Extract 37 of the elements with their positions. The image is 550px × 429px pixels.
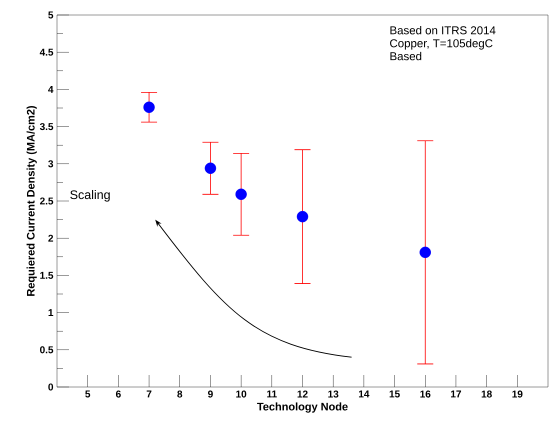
y-tick-label: 1.5 <box>40 272 54 279</box>
annotation: Scaling <box>70 190 110 202</box>
y-tick-label: 4 <box>48 86 54 93</box>
x-tick-label: 5 <box>85 390 90 398</box>
y-tick-label: 3.5 <box>40 123 54 130</box>
x-axis-title: Technology Node <box>257 402 348 413</box>
y-tick-label: 1 <box>48 309 54 316</box>
annotation: Based <box>390 52 422 60</box>
annotation: Copper, T=105degC <box>390 38 493 50</box>
x-tick-label: 12 <box>298 390 308 398</box>
x-tick-label: 19 <box>512 390 522 398</box>
y-tick-label: 4.5 <box>40 48 54 56</box>
x-tick-label: 8 <box>177 390 182 398</box>
x-tick-label: 6 <box>116 390 121 398</box>
x-tick-label: 7 <box>146 390 152 398</box>
y-tick-label: 3 <box>48 160 54 168</box>
y-tick-label: 0.5 <box>40 346 54 354</box>
point <box>296 210 308 222</box>
y-tick-label: 5 <box>48 12 54 18</box>
y-tick-label: 2 <box>48 234 54 242</box>
point <box>235 188 247 200</box>
y-tick-label: 0 <box>48 383 54 391</box>
x-tick-label: 17 <box>451 390 462 398</box>
point <box>143 102 155 113</box>
annotation: Based on ITRS 2014 <box>390 26 496 34</box>
y-tick-label: 2.5 <box>40 197 54 205</box>
x-tick-label: 11 <box>267 390 277 398</box>
x-tick-label: 15 <box>390 390 400 398</box>
x-tick-label: 14 <box>358 390 370 398</box>
x-tick-label: 10 <box>236 390 246 398</box>
point <box>420 246 431 258</box>
y-axis-title: Requiered Current Density (MA/cm2) <box>26 106 37 296</box>
point <box>204 162 216 174</box>
x-tick-label: 18 <box>482 390 492 398</box>
x-tick-label: 16 <box>420 390 430 398</box>
x-tick-label: 13 <box>328 390 338 398</box>
x-tick-label: 9 <box>208 390 213 398</box>
